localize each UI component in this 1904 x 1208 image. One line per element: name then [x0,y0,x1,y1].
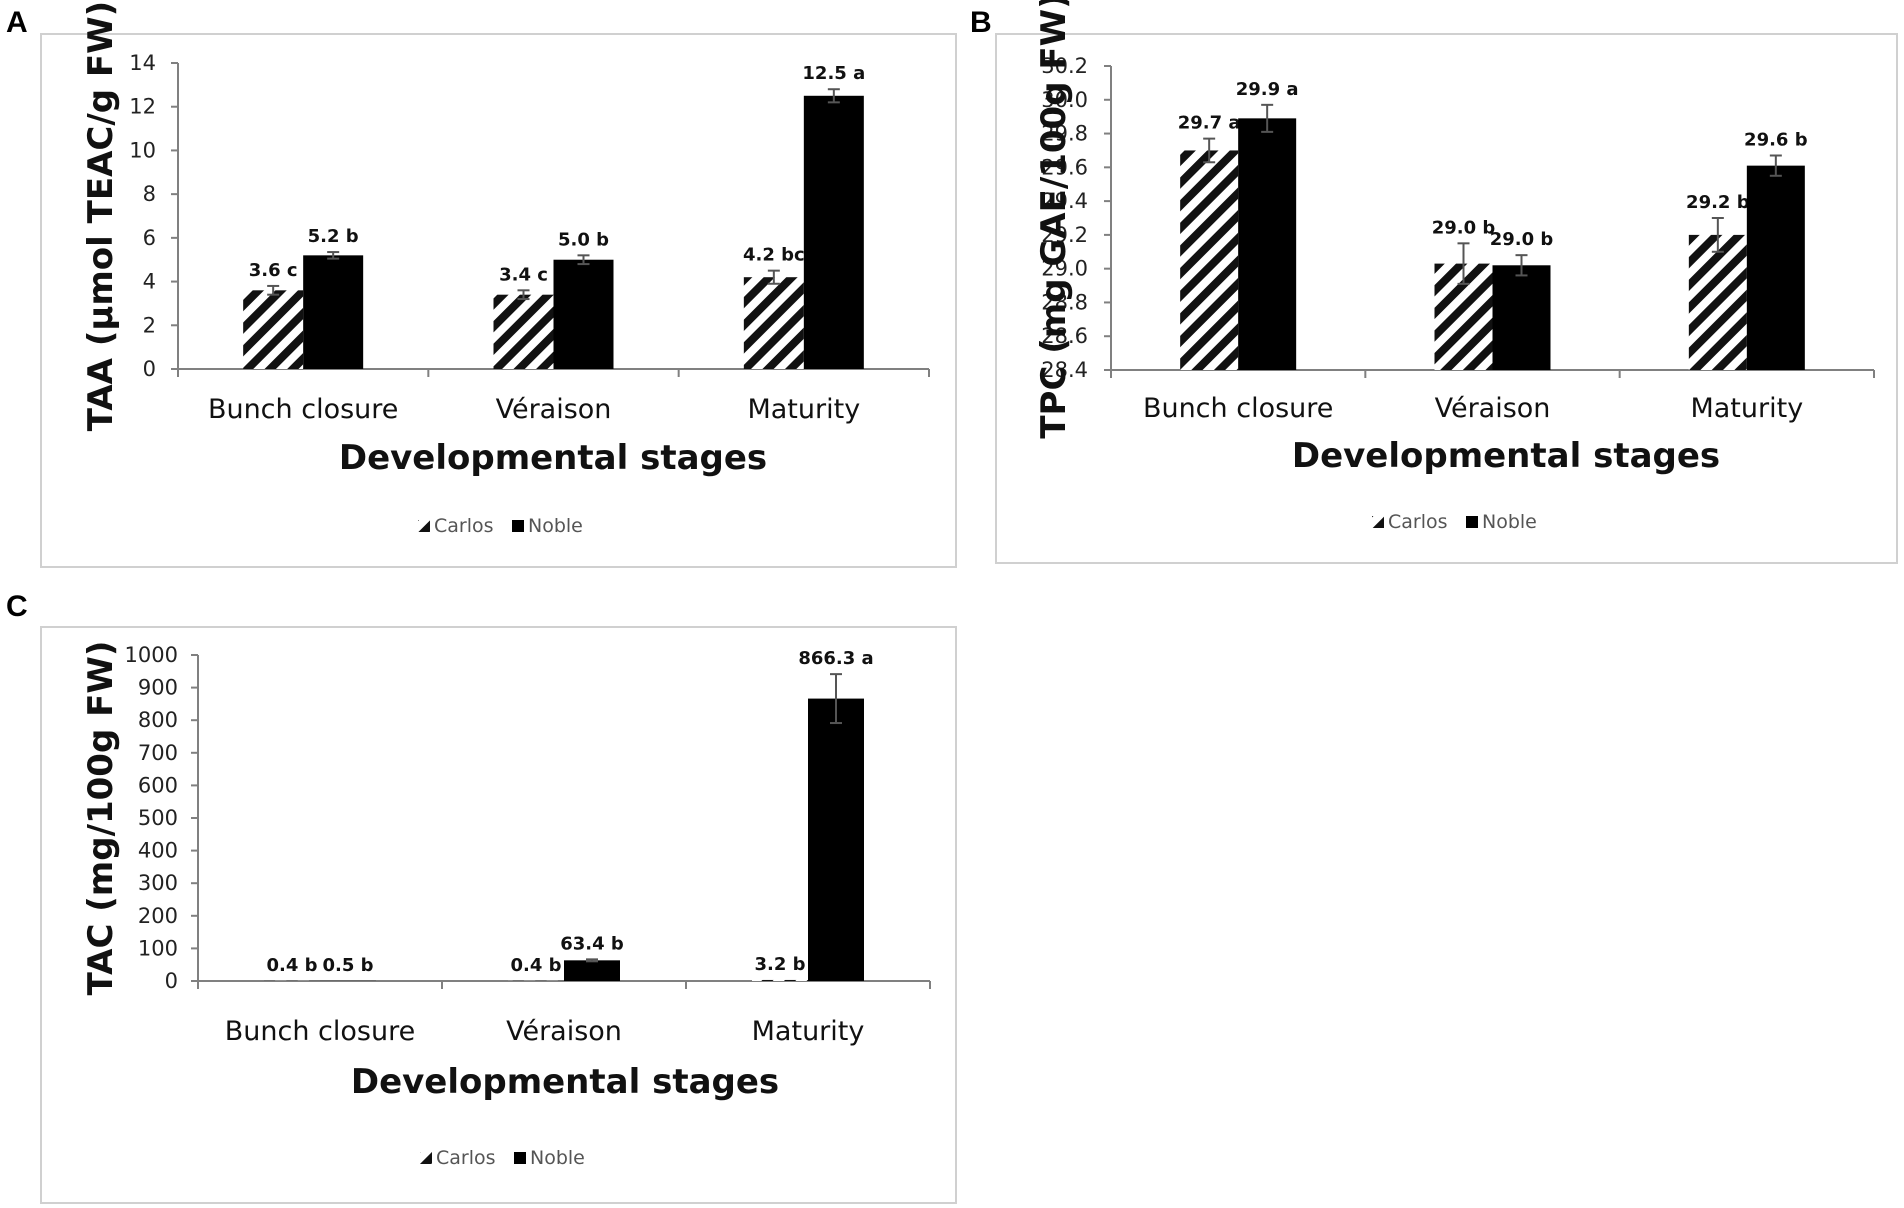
y-tick-label-c: 800 [138,708,178,732]
y-tick-label-b: 29.4 [1041,189,1088,213]
y-tick-label-c: 1000 [125,643,178,667]
bar-carlos-b [1688,234,1747,370]
data-label-b: 29.2 b [1686,192,1750,213]
data-label-c: 0.5 b [322,955,373,976]
data-label-c: 866.3 a [798,648,873,669]
data-label-c: 63.4 b [560,933,624,954]
y-tick-label-c: 400 [138,839,178,863]
data-label-c: 0.4 b [510,955,561,976]
y-tick-label-b: 28.8 [1041,290,1088,314]
y-tick-label-a: 12 [129,95,156,119]
category-label-b: Maturity [1690,393,1803,424]
bar-noble-b [1492,265,1551,370]
y-tick-label-c: 700 [138,741,178,765]
panel-a: A 0 2 4 6 8 10 12 14 3.6 c 5.2 b Bunch closure 3.4 … [6,1,957,568]
data-label-a: 12.5 a [802,63,865,84]
bar-noble-a [803,95,864,370]
y-tick-label-b: 28.6 [1041,324,1088,348]
data-label-a: 5.2 b [308,226,359,247]
bar-carlos-b [1180,150,1239,370]
bar-carlos-a [243,290,304,369]
bar-noble-a [303,255,364,369]
y-tick-label-c: 500 [138,806,178,830]
category-label-c: Véraison [506,1016,622,1047]
data-label-b: 29.0 b [1490,229,1554,250]
bar-carlos-a [743,277,804,369]
y-tick-label-a: 0 [143,357,156,381]
data-label-b: 29.9 a [1236,79,1299,100]
y-tick-label-a: 4 [143,270,156,294]
bar-noble-b [1746,165,1805,370]
legend-label-carlos-c: Carlos [436,1147,496,1169]
y-tick-label-b: 28.4 [1041,358,1088,382]
category-label-a: Véraison [496,394,612,425]
y-tick-label-a: 6 [143,226,156,250]
y-axis-title-a: TAA (μmol TEAC/g FW) [81,1,121,431]
panel-letter-b: B [970,6,992,39]
category-label-a: Bunch closure [208,394,398,425]
legend-label-carlos-b: Carlos [1388,511,1448,533]
category-label-b: Véraison [1435,393,1551,424]
data-label-a: 5.0 b [558,229,609,250]
data-label-b: 29.6 b [1744,130,1808,151]
y-tick-label-c: 600 [138,773,178,797]
y-axis-title-b: TPC (mg GAE/100g FW) [1034,0,1074,439]
legend-label-noble-b: Noble [1482,511,1537,533]
legend-label-carlos-a: Carlos [434,515,494,537]
bar-carlos-a [493,294,554,369]
data-label-b: 29.0 b [1432,217,1496,238]
y-tick-label-a: 8 [143,182,156,206]
data-label-a: 3.6 c [249,260,298,281]
panel-letter-c: C [6,590,28,623]
y-tick-label-c: 100 [138,936,178,960]
bar-noble-a [553,259,614,369]
bar-noble-c [808,698,864,981]
category-label-c: Maturity [752,1016,865,1047]
category-label-a: Maturity [747,394,860,425]
legend-label-noble-c: Noble [530,1147,585,1169]
legend-swatch-noble-b [1466,516,1478,528]
y-tick-label-b: 30.2 [1041,54,1088,78]
legend-swatch-noble-c [514,1152,526,1164]
chart-b: 28.4 28.6 28.8 29.0 29.2 29.4 29.6 29.8 30.0 30.2… [1034,0,1875,533]
category-label-b: Bunch closure [1143,393,1333,424]
y-tick-label-a: 14 [129,51,156,75]
y-tick-label-b: 29.0 [1041,257,1088,281]
legend-swatch-carlos-c [420,1152,432,1164]
y-tick-label-c: 300 [138,871,178,895]
y-tick-label-c: 900 [138,676,178,700]
y-tick-label-b: 29.2 [1041,223,1088,247]
y-tick-label-b: 29.6 [1041,155,1088,179]
chart-a: 0 2 4 6 8 10 12 14 3.6 c 5.2 b Bunch closure 3.4 c 5… [81,1,930,537]
data-label-a: 3.4 c [499,264,548,285]
data-label-c: 0.4 b [266,955,317,976]
y-tick-label-b: 29.8 [1041,122,1088,146]
legend-swatch-carlos-a [418,520,430,532]
bar-noble-b [1238,118,1297,370]
category-label-c: Bunch closure [225,1016,415,1047]
data-label-c: 3.2 b [754,954,805,975]
y-tick-label-c: 0 [165,969,178,993]
x-axis-title-c: Developmental stages [351,1062,779,1102]
bar-carlos-c [752,979,808,981]
panel-b: B 28.4 28.6 28.8 29.0 29.2 29.4 29.6 29.8 30.0 30… [970,0,1898,564]
x-axis-title-b: Developmental stages [1292,436,1720,476]
y-tick-label-c: 200 [138,904,178,928]
x-axis-title-a: Developmental stages [339,438,767,478]
legend-swatch-carlos-b [1372,516,1384,528]
legend-label-noble-a: Noble [528,515,583,537]
panel-letter-a: A [6,6,28,39]
y-tick-label-a: 2 [143,313,156,337]
y-axis-title-c: TAC (mg/100g FW) [81,641,121,996]
bar-noble-c [564,960,620,981]
y-tick-label-b: 30.0 [1041,88,1088,112]
data-label-a: 4.2 bc [743,245,805,266]
legend-swatch-noble-a [512,520,524,532]
data-label-b: 29.7 a [1178,113,1241,134]
y-tick-label-a: 10 [129,138,156,162]
